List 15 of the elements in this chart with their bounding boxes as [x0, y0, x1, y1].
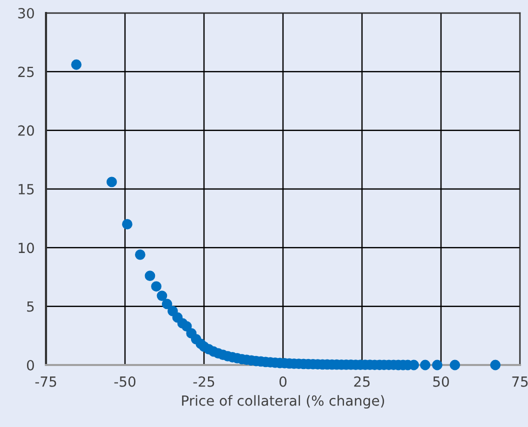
x-tick-label: 75 — [512, 376, 528, 387]
x-tick-label: -75 — [35, 376, 56, 387]
x-tick-label: -50 — [114, 376, 136, 387]
y-tick-label: 10 — [18, 242, 34, 254]
x-axis-title: Price of collateral (% change) — [182, 395, 384, 409]
y-tick-label: 25 — [18, 66, 34, 78]
y-tick-label: 15 — [18, 184, 34, 194]
y-tick-label: 30 — [18, 8, 34, 18]
y-tick-label: 0 — [26, 360, 34, 370]
y-tick-label: 5 — [27, 301, 34, 312]
x-tick-label: -25 — [193, 376, 214, 387]
x-tick-label: 0 — [279, 376, 286, 387]
x-tick-label: 25 — [354, 376, 370, 387]
y-tick-label: 20 — [18, 125, 34, 136]
x-tick-label: 50 — [433, 376, 449, 387]
